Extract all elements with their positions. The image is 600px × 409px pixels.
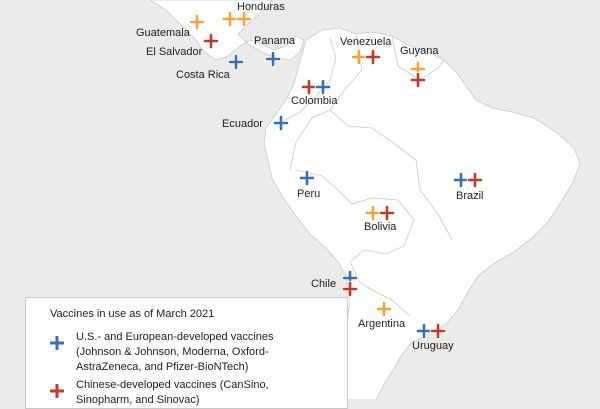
vaccine-markers — [188, 10, 484, 340]
vaccine-marker-honduras-russian-1 — [235, 10, 253, 28]
south-america-land — [263, 27, 581, 400]
vaccine-marker-venezuela-chinese-1 — [364, 48, 382, 66]
vaccine-marker-bolivia-russian-0 — [364, 204, 382, 222]
vaccine-marker-bolivia-chinese-1 — [378, 204, 396, 222]
vaccine-marker-brazil-western-0 — [452, 171, 470, 189]
country-label-panama: Panama — [254, 35, 296, 47]
country-label-ecuador: Ecuador — [222, 118, 263, 130]
land-masses — [149, 0, 581, 400]
vaccine-marker-venezuela-russian-0 — [350, 48, 368, 66]
vaccine-marker-guatemala-russian-0 — [188, 13, 206, 31]
country-label-brazil: Brazil — [456, 190, 484, 202]
country-label-honduras: Honduras — [237, 1, 285, 13]
south-america-map: Honduras Guatemala El Salvador Costa Rica Pa… — [136, 0, 581, 400]
vaccine-marker-brazil-chinese-1 — [466, 171, 484, 189]
country-label-guyana: Guyana — [400, 45, 439, 57]
chinese-vaccine-cross-icon — [50, 384, 64, 398]
vaccine-marker-colombia-chinese-0 — [300, 78, 318, 96]
country-label-guatemala: Guatemala — [136, 27, 191, 39]
vaccine-marker-argentina-russian-0 — [375, 300, 393, 318]
map-stage: Honduras Guatemala El Salvador Costa Rica Pa… — [25, 0, 581, 409]
vaccine-marker-ecuador-western-0 — [272, 114, 290, 132]
legend-western-label: U.S.- and European-developed vaccines (J… — [76, 331, 274, 373]
vaccine-marker-uruguay-western-0 — [415, 322, 433, 340]
legend-box: Vaccines in use as of March 2021 U.S.- a… — [25, 297, 348, 409]
legend-chinese-label: Chinese-developed vaccines (CanSino, Sin… — [76, 379, 269, 406]
vaccine-marker-uruguay-chinese-1 — [429, 322, 447, 340]
vaccine-marker-colombia-western-1 — [314, 78, 332, 96]
country-label-peru: Peru — [297, 188, 320, 200]
vaccine-marker-panama-western-0 — [264, 50, 282, 68]
country-label-bolivia: Bolivia — [364, 221, 397, 233]
country-label-chile: Chile — [311, 278, 336, 290]
country-label-colombia: Colombia — [291, 95, 338, 107]
central-america-land — [149, 0, 305, 61]
vaccine-marker-honduras-russian-0 — [221, 10, 239, 28]
vaccine-marker-chile-chinese-1 — [341, 280, 359, 298]
vaccine-marker-peru-western-0 — [298, 169, 316, 187]
country-label-uruguay: Uruguay — [412, 340, 454, 352]
vaccine-marker-el-salvador-chinese-0 — [202, 32, 220, 50]
legend-title: Vaccines in use as of March 2021 — [50, 308, 215, 320]
country-label-costa-rica: Costa Rica — [176, 69, 231, 81]
vaccine-marker-costa-rica-western-0 — [227, 53, 245, 71]
western-vaccine-cross-icon — [50, 336, 64, 350]
country-label-venezuela: Venezuela — [340, 36, 392, 48]
country-label-el-salvador: El Salvador — [146, 46, 203, 58]
vaccine-marker-guyana-chinese-1 — [409, 71, 427, 89]
country-labels: Honduras Guatemala El Salvador Costa Rica Pa… — [136, 1, 484, 352]
country-label-argentina: Argentina — [358, 318, 406, 330]
